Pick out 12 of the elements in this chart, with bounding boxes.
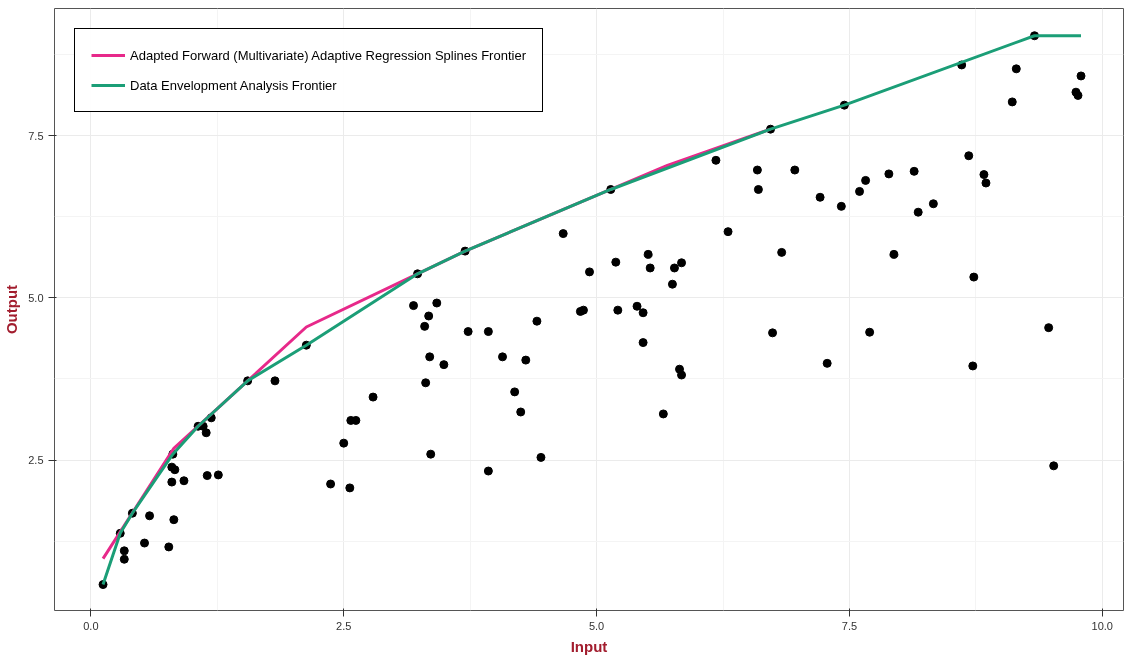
x-tick-label: 7.5 — [841, 619, 858, 632]
legend-label: Data Envelopment Analysis Frontier — [130, 77, 337, 93]
y-tick-label: 7.5 — [28, 129, 44, 142]
x-tick-label: 10.0 — [1091, 619, 1113, 632]
x-tick-label: 5.0 — [588, 619, 605, 632]
x-tick-label: 0.0 — [83, 619, 99, 632]
legend-label: Adapted Forward (Multivariate) Adaptive Regression Splines Frontier — [130, 47, 526, 63]
x-tick-label: 2.5 — [336, 619, 352, 632]
y-axis-title: Output — [3, 284, 21, 335]
x-axis-title: Input — [570, 637, 608, 655]
y-tick-label: 2.5 — [28, 454, 44, 466]
y-tick-label: 5.0 — [28, 291, 44, 304]
